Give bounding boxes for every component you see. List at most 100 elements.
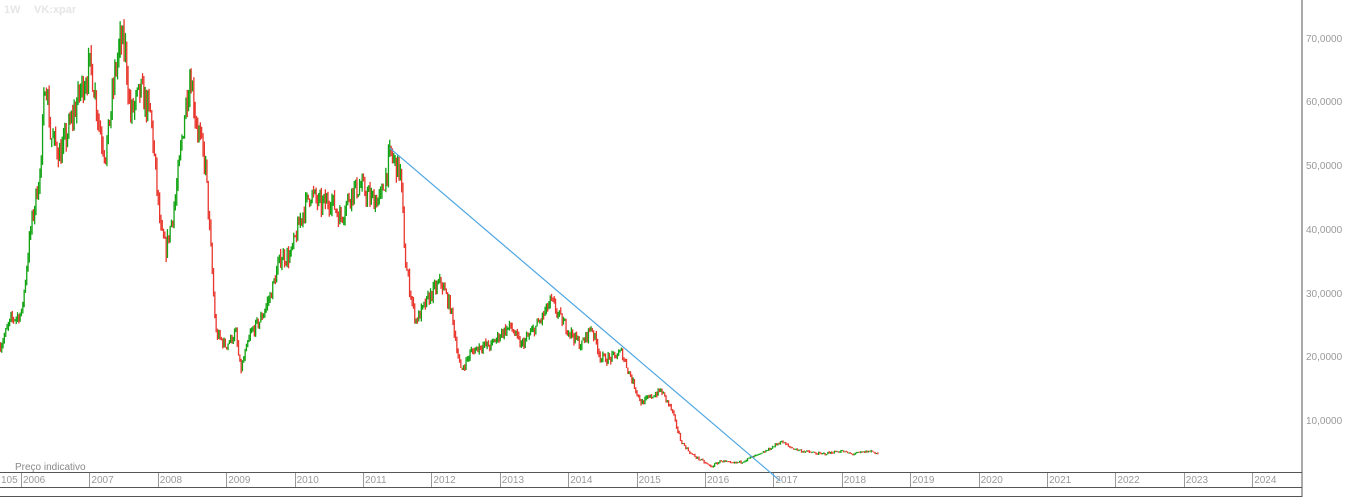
candle-down	[877, 452, 879, 455]
candle-up	[332, 194, 334, 206]
candle-down	[819, 451, 821, 454]
candle-down	[78, 84, 80, 103]
candle-up	[269, 291, 271, 303]
candle-up	[557, 311, 559, 319]
candle-down	[640, 399, 642, 406]
candle-down	[706, 462, 708, 464]
candle-down	[210, 219, 212, 247]
x-tick-label: 2012	[433, 475, 456, 486]
candle-down	[824, 453, 826, 456]
candle-up	[529, 328, 532, 336]
candle-down	[591, 327, 593, 333]
candle-down	[412, 296, 415, 309]
candle-up	[532, 324, 534, 333]
candle-up	[503, 327, 505, 340]
candle-up	[451, 308, 453, 314]
candle-down	[672, 409, 674, 414]
candle-up	[781, 440, 783, 443]
candle-up	[612, 351, 615, 356]
candle-down	[93, 90, 95, 98]
candle-up	[232, 336, 234, 344]
candle-up	[399, 163, 401, 181]
candle-down	[203, 141, 205, 175]
candle-down	[141, 73, 144, 85]
candle-up	[794, 448, 796, 450]
candle-up	[641, 398, 643, 405]
candle-up	[61, 136, 63, 163]
candle-down	[815, 452, 817, 455]
candle-up	[107, 119, 109, 145]
y-tick-label: 30,0000	[1306, 288, 1343, 300]
candle-up	[462, 365, 465, 371]
candle-down	[404, 243, 407, 268]
candle-up	[245, 343, 248, 352]
candle-down	[464, 364, 466, 371]
candle-down	[845, 450, 847, 453]
candle-up	[326, 193, 328, 204]
candle-down	[593, 330, 595, 342]
candle-up	[255, 319, 257, 337]
y-tick-label: 10,0000	[1306, 416, 1343, 428]
candle-up	[833, 450, 835, 454]
candle-up	[753, 455, 755, 458]
candle-down	[589, 327, 591, 333]
candle-down	[132, 98, 134, 113]
candle-up	[618, 349, 620, 356]
candle-up	[549, 295, 551, 309]
candle-up	[256, 317, 258, 324]
candle-up	[758, 453, 761, 455]
candle-down	[172, 220, 174, 228]
candle-up	[749, 456, 751, 459]
candle-up	[486, 341, 488, 350]
candle-down	[691, 453, 693, 455]
candle-down	[12, 316, 15, 324]
candle-up	[131, 99, 133, 124]
candle-up	[657, 388, 659, 396]
candle-up	[76, 97, 78, 124]
candle-up	[187, 89, 190, 112]
x-tick-label: 2023	[1185, 475, 1209, 486]
candle-down	[479, 345, 482, 351]
candle-up	[73, 99, 75, 131]
x-tick-label: 2024	[1254, 475, 1277, 486]
candle-up	[696, 456, 699, 459]
candle-down	[231, 334, 233, 344]
candle-up	[594, 333, 596, 340]
candle-up	[62, 127, 65, 154]
candle-down	[695, 456, 697, 459]
x-tick-label: 2022	[1117, 475, 1140, 486]
candle-up	[306, 192, 308, 203]
candle-down	[472, 348, 474, 354]
candle-up	[432, 281, 434, 304]
candle-down	[675, 419, 678, 429]
candle-up	[379, 186, 382, 200]
candle-up	[272, 281, 274, 300]
candle-up	[436, 280, 438, 295]
candle-up	[20, 308, 23, 317]
candle-up	[723, 460, 725, 463]
candle-down	[608, 353, 611, 360]
candle-down	[828, 451, 830, 454]
candle-down	[294, 234, 296, 238]
candle-down	[97, 109, 99, 131]
candle-down	[220, 336, 223, 341]
x-tick-label: 2021	[1049, 475, 1072, 486]
candle-up	[757, 453, 759, 456]
candle-down	[454, 330, 457, 341]
candle-down	[527, 332, 529, 337]
candle-up	[277, 256, 279, 275]
x-tick-label: 105	[1, 475, 18, 486]
candle-up	[501, 328, 503, 338]
candle-up	[372, 190, 374, 199]
candle-down	[320, 187, 322, 218]
candle-down	[710, 464, 712, 468]
candle-down	[160, 214, 162, 231]
candle-up	[700, 458, 703, 461]
candle-up	[368, 185, 370, 192]
candle-up	[393, 152, 395, 164]
candle-up	[525, 331, 528, 342]
candle-up	[1, 342, 3, 353]
candle-up	[620, 347, 622, 351]
candle-up	[418, 310, 420, 322]
